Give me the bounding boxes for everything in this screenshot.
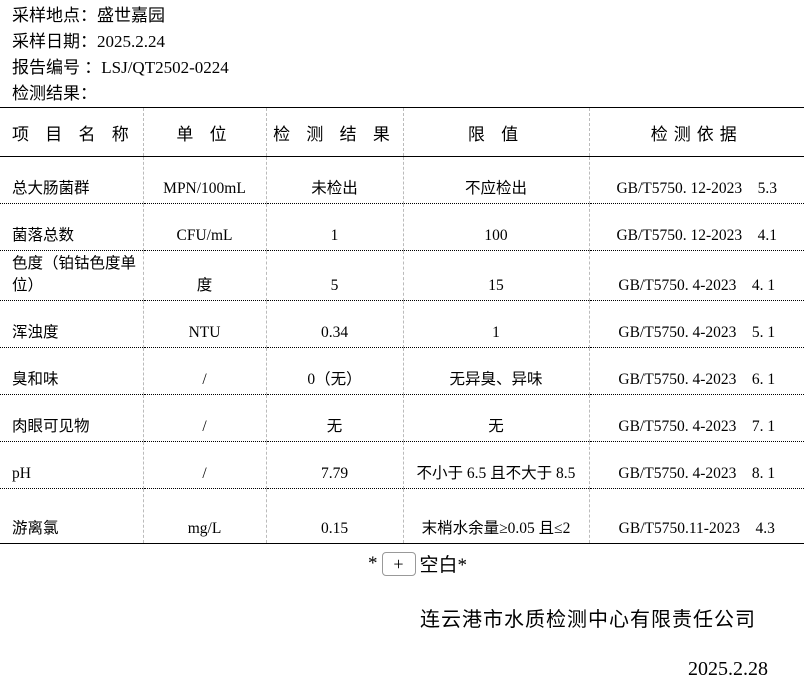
blank-prefix: *: [368, 552, 378, 574]
table-row: 肉眼可见物 / 无无 GB/T5750. 4-2023 7. 1: [0, 394, 804, 442]
table-row: 总大肠菌群 MPN/100mL 未检出 不应检出 GB/T5750. 12-2023 5…: [0, 156, 804, 204]
result-cell: 1: [265, 203, 403, 251]
method-cell: GB/T5750. 4-2023 5. 1: [588, 300, 804, 348]
item-name-cell: 总大肠菌群: [0, 156, 143, 204]
table-row: 臭和味/0（无） 无异臭、异味 GB/T5750. 4-2023 6. 1: [0, 347, 804, 395]
column-header: 限 值: [402, 107, 589, 157]
method-cell: GB/T5750.11-2023 4.3: [588, 488, 804, 544]
table-row: 游离氯 mg/L 0.15 末梢水余量≥0.05 且≤2 GB/T5750.11-202…: [0, 488, 804, 544]
result-cell: 0.34: [265, 300, 403, 348]
method-cell: GB/T5750. 4-2023 7. 1: [588, 394, 804, 442]
item-name-cell: 菌落总数: [0, 203, 143, 251]
limit-cell: 15: [402, 250, 589, 301]
report-number: 报告编号 ：LSJ/QT2502-0224: [12, 58, 229, 77]
report-date: 2025.2.28: [688, 658, 768, 680]
column-header: 单 位: [142, 107, 266, 157]
limit-cell: 1: [402, 300, 589, 348]
unit-cell: MPN/100mL: [142, 156, 266, 204]
column-header: 检 测 结 果: [265, 107, 403, 157]
table-row: 菌落总数 CFU/mL 1 100 GB/T5750. 12-2023 4.1: [0, 203, 804, 251]
method-cell: GB/T5750. 4-2023 6. 1: [588, 347, 804, 395]
unit-cell: /: [142, 394, 266, 442]
limit-cell: 不小于 6.5 且不大于 8.5: [402, 441, 589, 489]
result-cell: 0.15: [265, 488, 403, 544]
unit-cell: 度: [142, 250, 266, 301]
result-cell: 无: [265, 394, 403, 442]
method-cell: GB/T5750. 4-2023 8. 1: [588, 441, 804, 489]
table-row: 浑浊度 NTU 0.34 1 GB/T5750. 4-2023 5. 1: [0, 300, 804, 348]
limit-cell: 末梢水余量≥0.05 且≤2: [402, 488, 589, 544]
item-name-cell: 浑浊度: [0, 300, 143, 348]
unit-cell: mg/L: [142, 488, 266, 544]
unit-cell: /: [142, 347, 266, 395]
sampling-date: 采样日期：2025.2.24: [12, 32, 165, 51]
table-row: pH/7.79 不小于 6.5 且不大于 8.5 GB/T5750. 4-2023 …: [0, 441, 804, 489]
item-name-cell: 肉眼可见物: [0, 394, 143, 442]
table-row: 色度（铂钴色度单位）度 5 15 GB/T5750. 4-2023 4. 1: [0, 250, 804, 301]
result-cell: 未检出: [265, 156, 403, 204]
blank-marker: * + 空白*: [368, 550, 467, 577]
item-name-cell: 游离氯: [0, 488, 143, 544]
method-cell: GB/T5750. 12-2023 4.1: [588, 203, 804, 251]
column-header: 检测依据: [588, 107, 804, 157]
unit-cell: /: [142, 441, 266, 489]
sampling-site: 采样地点：盛世嘉园: [12, 6, 165, 25]
limit-cell: 无异臭、异味: [402, 347, 589, 395]
company-name: 连云港市水质检测中心有限责任公司: [420, 609, 756, 631]
item-name-cell: 臭和味: [0, 347, 143, 395]
limit-cell: 不应检出: [402, 156, 589, 204]
results-table: 项 目 名 称 单 位 检 测 结 果 限 值 检测依据 总大肠菌群 MPN/10…: [0, 107, 804, 544]
result-cell: 5: [265, 250, 403, 301]
method-cell: GB/T5750. 12-2023 5.3: [588, 156, 804, 204]
item-name-cell: 色度（铂钴色度单位）: [0, 250, 143, 301]
add-row-button[interactable]: +: [381, 551, 416, 576]
limit-cell: 无: [402, 394, 589, 442]
unit-cell: NTU: [142, 300, 266, 348]
item-name-cell: pH: [0, 441, 143, 489]
column-header: 项 目 名 称: [0, 107, 143, 157]
blank-text: 空白*: [419, 555, 468, 576]
method-cell: GB/T5750. 4-2023 4. 1: [588, 250, 804, 301]
results-label: 检测结果：: [12, 84, 97, 103]
table-header-row: 项 目 名 称 单 位 检 测 结 果 限 值 检测依据: [0, 107, 804, 157]
result-cell: 7.79: [265, 441, 403, 489]
unit-cell: CFU/mL: [142, 203, 266, 251]
limit-cell: 100: [402, 203, 589, 251]
result-cell: 0（无）: [265, 347, 403, 395]
